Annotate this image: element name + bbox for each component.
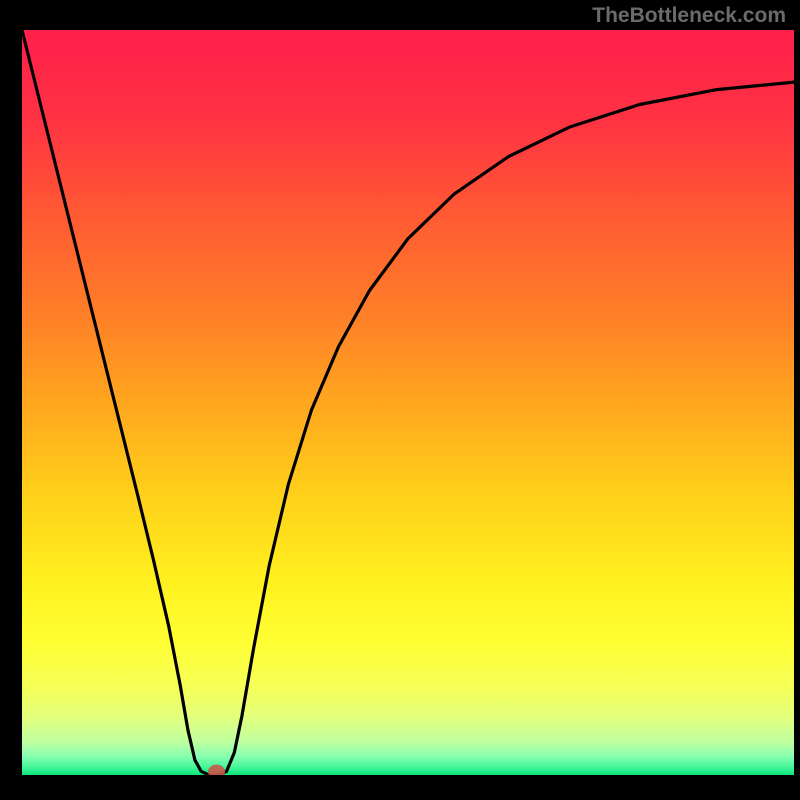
watermark-text: TheBottleneck.com bbox=[592, 4, 786, 28]
gradient-background bbox=[22, 30, 794, 775]
frame-bottom bbox=[0, 775, 800, 800]
frame-right bbox=[794, 0, 800, 800]
chart-svg bbox=[22, 30, 794, 775]
plot-area bbox=[22, 30, 794, 775]
frame-left bbox=[0, 0, 22, 800]
